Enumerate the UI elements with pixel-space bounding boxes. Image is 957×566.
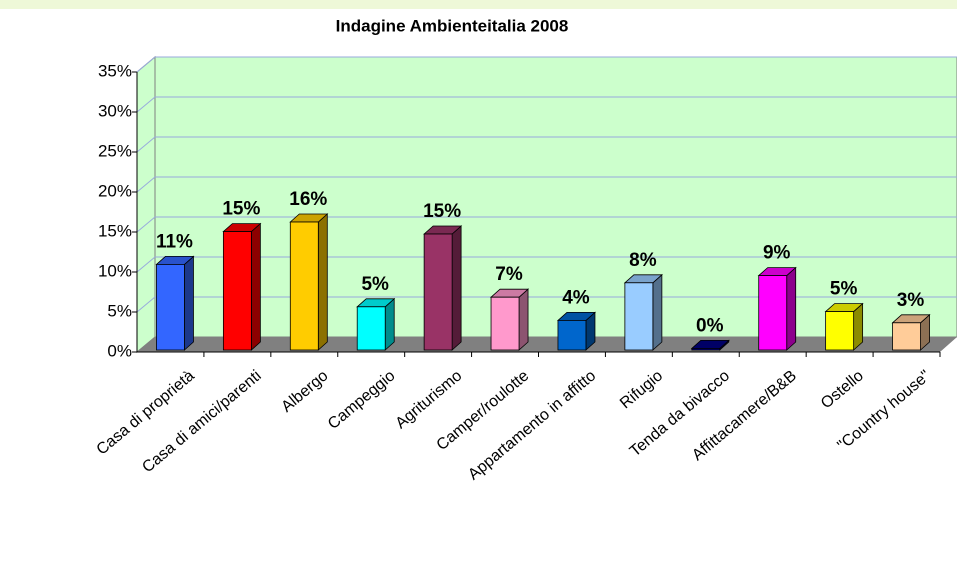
bar-front (156, 263, 185, 351)
grid-line (136, 136, 156, 153)
bar-side (518, 288, 529, 351)
bar (556, 311, 597, 351)
y-tick-label: 20% (98, 181, 132, 200)
bar-front (222, 231, 252, 351)
x-tick-label: Casa di amici/parenti (139, 367, 264, 476)
value-label: 5% (830, 279, 858, 300)
grid-line (136, 56, 156, 73)
x-tick-label: Rifugio (617, 367, 666, 412)
value-label: 5% (361, 274, 389, 295)
chart-title: Indagine Ambienteitalia 2008 (336, 16, 569, 35)
y-tick-label: 25% (98, 141, 132, 160)
value-label: 7% (495, 264, 523, 285)
bar-front (624, 282, 654, 351)
y-tick-label: 10% (98, 261, 132, 280)
bar (356, 297, 396, 351)
bar (489, 288, 530, 351)
value-label: 15% (423, 201, 461, 222)
bar (289, 213, 329, 351)
bar (423, 225, 463, 351)
grid-line (136, 176, 156, 193)
bar (690, 339, 730, 351)
bar-side (384, 297, 395, 351)
bar-side (317, 213, 328, 351)
x-tick-label: Albergo (278, 367, 331, 416)
bar (891, 313, 931, 351)
value-label: 16% (289, 189, 327, 210)
value-label: 3% (897, 290, 925, 311)
value-label: 11% (156, 231, 193, 252)
value-label: 8% (629, 250, 657, 271)
bar (757, 266, 797, 351)
value-label: 4% (562, 287, 590, 308)
bar-front (825, 311, 855, 351)
y-tick-label: 5% (107, 301, 132, 320)
x-tick-label: Ostello (818, 367, 867, 412)
y-tick-label: 35% (98, 61, 132, 80)
bar-side (786, 266, 797, 351)
y-tick-label: 0% (107, 341, 132, 360)
bar-side (184, 255, 194, 351)
x-tick-label: Campeggio (325, 367, 399, 433)
x-tick-label: Appartamento in affitto (465, 367, 599, 483)
bar-side (451, 225, 462, 351)
grid-line (136, 96, 156, 113)
y-tick-label: 30% (98, 101, 132, 120)
bar-front (691, 347, 721, 351)
grid-line (136, 296, 156, 313)
bar (824, 302, 864, 351)
bar-side (250, 222, 261, 351)
bar-front (758, 275, 788, 351)
grid-line (136, 216, 156, 233)
bar-front (557, 319, 587, 351)
bar (222, 222, 262, 351)
bar (623, 273, 663, 351)
grid-line (136, 256, 156, 273)
bar (155, 255, 195, 351)
top-strip (0, 0, 957, 9)
value-label: 0% (696, 315, 724, 336)
bar-front (490, 296, 520, 351)
value-label: 15% (222, 199, 260, 220)
side-wall (136, 55, 156, 354)
value-label: 9% (763, 243, 791, 264)
bar-front (356, 306, 386, 351)
floor (137, 337, 957, 352)
bar-front (423, 233, 453, 351)
bar-front (289, 221, 319, 351)
bar-front (892, 322, 921, 351)
bar-side (652, 273, 663, 351)
y-tick-label: 15% (98, 221, 132, 240)
